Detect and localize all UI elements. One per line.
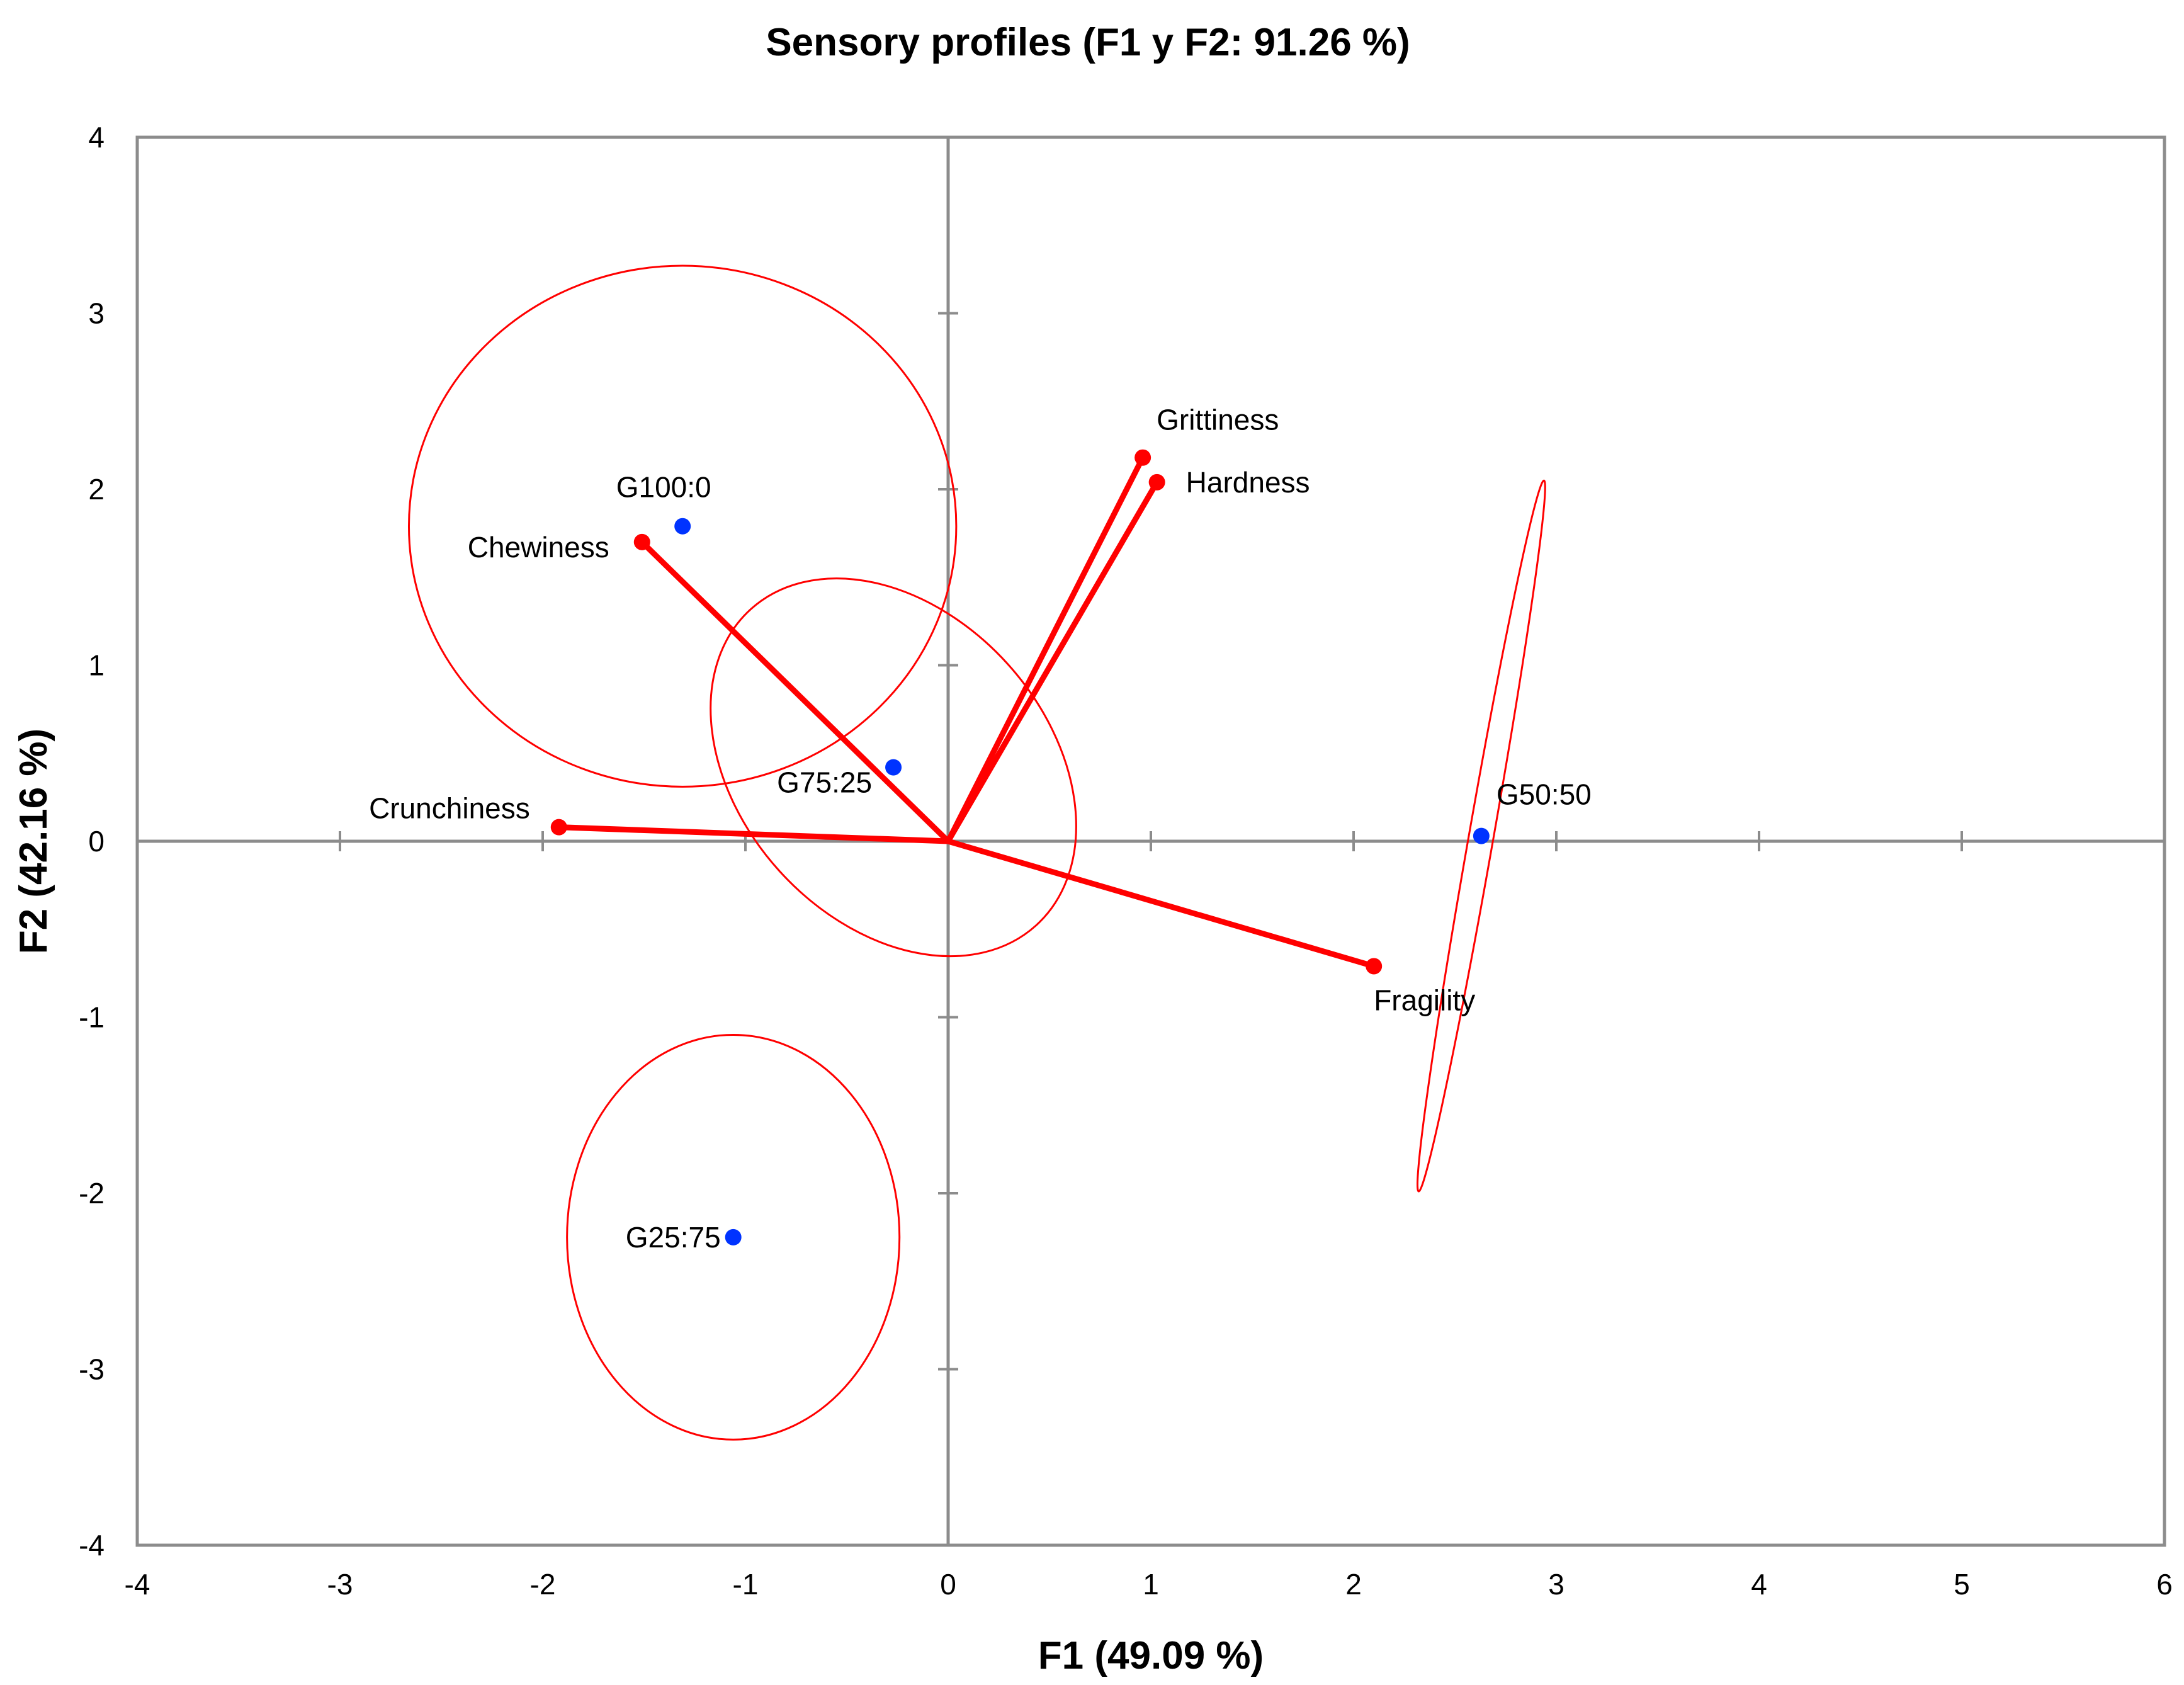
- y-tick-label: -2: [79, 1177, 105, 1210]
- x-tick-label: 6: [2156, 1568, 2173, 1601]
- variable-label: Chewiness: [468, 531, 609, 564]
- observation-point: [725, 1228, 742, 1245]
- labels-layer: Grittiness Hardness Chewiness Crunchiness Fr…: [369, 404, 1592, 1254]
- ellipses-layer: [407, 264, 1546, 1441]
- x-tick-label: 1: [1143, 1568, 1159, 1601]
- observation-label: G25:75: [626, 1221, 721, 1254]
- variable-label: Hardness: [1186, 466, 1310, 499]
- x-axis-title: F1 (49.09 %): [1038, 1634, 1264, 1677]
- observation-label: G100:0: [616, 471, 711, 504]
- x-tick-label: 5: [1954, 1568, 1970, 1601]
- x-tick-label: -1: [733, 1568, 759, 1601]
- x-tick-label: -3: [327, 1568, 353, 1601]
- y-tick-label: 4: [88, 121, 105, 154]
- observation-point: [674, 518, 691, 535]
- y-tick-label: -1: [79, 1001, 105, 1034]
- y-tick-label: 1: [88, 649, 105, 682]
- y-tick-label: 3: [88, 297, 105, 330]
- variable-point: [550, 819, 567, 836]
- variable-label: Grittiness: [1157, 404, 1279, 436]
- x-tick-label: 3: [1548, 1568, 1564, 1601]
- points-layer: [550, 449, 1490, 1245]
- chart-title: Sensory profiles (F1 y F2: 91.26 %): [766, 21, 1410, 64]
- confidence-ellipse: [566, 1033, 901, 1441]
- x-tick-label: -2: [530, 1568, 556, 1601]
- variable-vector: [639, 539, 951, 844]
- observation-label: G50:50: [1497, 778, 1592, 811]
- variable-point: [1134, 449, 1151, 466]
- observation-point: [1473, 827, 1490, 844]
- variable-vector: [945, 479, 1160, 844]
- y-tick-label: 0: [88, 825, 105, 858]
- variable-vector: [945, 455, 1146, 844]
- observation-label: G75:25: [777, 766, 872, 799]
- y-axis-title: F2 (42.16 %): [12, 729, 55, 954]
- variable-point: [633, 533, 650, 550]
- y-tick-label: -4: [79, 1529, 105, 1562]
- y-tick-label: -3: [79, 1353, 105, 1386]
- vectors-layer: [556, 455, 1377, 969]
- x-tick-label: 4: [1751, 1568, 1767, 1601]
- ticks-layer: -4 -3 -2 -1 0 1 2 3 4 5 6 4 3 2 1 0 -1 -2 -3 -4: [79, 121, 2173, 1601]
- confidence-ellipse: [1416, 479, 1546, 1193]
- variable-point: [1148, 474, 1165, 491]
- variable-vector: [556, 824, 951, 844]
- observation-point: [885, 759, 902, 776]
- variable-point: [1366, 958, 1383, 975]
- variable-vector: [945, 838, 1377, 969]
- x-tick-label: -4: [125, 1568, 150, 1601]
- confidence-ellipse: [710, 577, 1077, 958]
- x-tick-label: 2: [1345, 1568, 1362, 1601]
- y-tick-label: 2: [88, 473, 105, 506]
- confidence-ellipse: [407, 264, 958, 788]
- variable-label: Crunchiness: [369, 792, 530, 825]
- variable-label: Fragility: [1374, 984, 1475, 1016]
- x-tick-label: 0: [940, 1568, 956, 1601]
